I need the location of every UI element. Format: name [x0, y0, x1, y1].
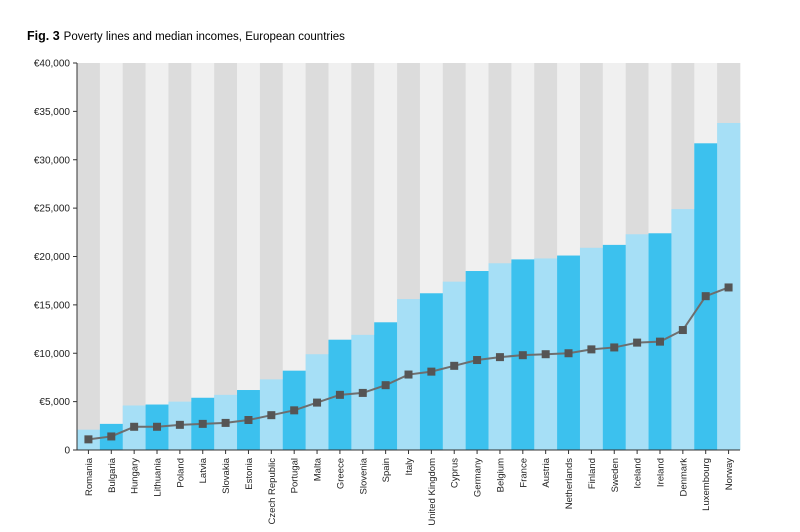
x-label-united-kingdom: United Kingdom [427, 458, 438, 526]
marker-romania [84, 435, 93, 444]
band-bulgaria [99, 63, 124, 450]
marker-denmark [678, 326, 687, 335]
marker-ireland [655, 337, 664, 346]
marker-luxembourg [701, 292, 710, 301]
marker-germany [473, 356, 482, 365]
x-label-romania: Romania [84, 457, 95, 496]
x-label-iceland: Iceland [633, 458, 644, 489]
band-hungary [122, 63, 146, 450]
figure-title-text: Poverty lines and median incomes, Europe… [63, 31, 345, 43]
x-label-czech-republic: Czech Republic [267, 458, 278, 525]
y-tick-label: €40,000 [34, 59, 71, 70]
marker-greece [335, 390, 344, 399]
figure-number: Fig. 3 [27, 29, 60, 43]
x-label-luxembourg: Luxembourg [701, 458, 712, 511]
marker-united-kingdom [427, 367, 436, 376]
x-label-latvia: Latvia [198, 457, 209, 483]
marker-cyprus [450, 361, 459, 370]
x-label-cyprus: Cyprus [450, 458, 461, 488]
band-czech-republic [259, 63, 284, 450]
marker-slovenia [358, 388, 367, 397]
y-tick-label: €20,000 [34, 252, 71, 263]
band-latvia [191, 63, 215, 450]
x-label-italy: Italy [404, 458, 415, 476]
x-label-slovakia: Slovakia [221, 457, 232, 494]
x-label-estonia: Estonia [244, 457, 255, 489]
x-label-poland: Poland [175, 458, 186, 488]
marker-poland [175, 420, 184, 429]
x-label-portugal: Portugal [290, 458, 301, 493]
x-label-malta: Malta [313, 457, 324, 481]
marker-netherlands [564, 349, 573, 358]
y-axis-ticks: 0 €5,000 €10,000 €15,000 €20,000 €25,000 €30,0… [34, 59, 77, 457]
marker-hungary [130, 422, 139, 431]
x-label-austria: Austria [541, 457, 552, 487]
marker-italy [404, 370, 413, 379]
marker-portugal [290, 406, 299, 415]
x-label-netherlands: Netherlands [564, 458, 575, 509]
x-label-denmark: Denmark [678, 458, 689, 497]
x-label-norway: Norway [724, 458, 735, 490]
band-portugal [282, 63, 306, 450]
x-axis-labels: Romania Bulgaria Hungary Lithuania Poland Lat… [84, 450, 735, 526]
band-lithuania [145, 63, 169, 450]
poverty-line-series [84, 283, 733, 444]
x-label-sweden: Sweden [610, 458, 621, 492]
marker-malta [313, 398, 322, 407]
y-tick-label: €10,000 [34, 349, 71, 360]
x-label-bulgaria: Bulgaria [107, 457, 118, 493]
marker-austria [541, 350, 550, 359]
marker-lithuania [153, 422, 162, 431]
y-tick-label: 0 [64, 446, 70, 457]
marker-slovakia [221, 418, 230, 427]
x-label-lithuania: Lithuania [153, 457, 164, 496]
x-label-belgium: Belgium [495, 458, 506, 492]
marker-czech-republic [267, 411, 276, 420]
x-label-germany: Germany [473, 458, 484, 497]
band-estonia [237, 63, 261, 450]
band-romania [77, 63, 101, 450]
y-tick-label: €15,000 [34, 300, 71, 311]
marker-bulgaria [107, 432, 116, 441]
band-slovakia [214, 63, 238, 450]
x-label-hungary: Hungary [130, 458, 141, 494]
marker-france [518, 351, 527, 360]
x-label-spain: Spain [381, 458, 392, 482]
figure-title: Fig. 3 Poverty lines and median incomes, … [27, 29, 345, 43]
y-tick-label: €35,000 [34, 107, 71, 118]
marker-spain [381, 381, 390, 390]
x-label-france: France [518, 458, 529, 488]
marker-sweden [610, 343, 619, 352]
y-tick-label: €30,000 [34, 155, 71, 166]
band-malta [305, 63, 329, 450]
marker-latvia [198, 419, 207, 428]
marker-estonia [244, 416, 253, 425]
x-label-greece: Greece [335, 458, 346, 489]
y-tick-label: €25,000 [34, 204, 71, 215]
marker-belgium [495, 353, 504, 362]
x-label-finland: Finland [587, 458, 598, 489]
y-tick-label: €5,000 [39, 397, 70, 408]
x-label-ireland: Ireland [655, 458, 666, 487]
marker-iceland [633, 338, 642, 347]
x-label-slovenia: Slovenia [358, 457, 369, 494]
band-poland [168, 63, 192, 450]
marker-finland [587, 345, 596, 354]
marker-norway [724, 283, 733, 292]
